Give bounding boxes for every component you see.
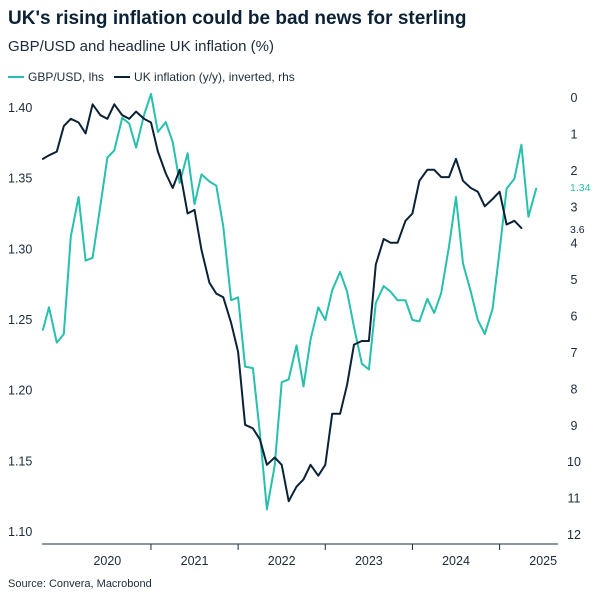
- y-right-tick-label-11: 11: [568, 492, 581, 506]
- legend-label-gbpusd: GBP/USD, lhs: [28, 70, 105, 84]
- chart-subtitle: GBP/USD and headline UK inflation (%): [8, 38, 274, 55]
- x-tick-label-2022: 2022: [268, 554, 296, 568]
- y-right-tick-label-6: 6: [571, 310, 578, 324]
- gbpusd-line: [41, 92, 538, 511]
- legend-swatch-gbpusd: [8, 76, 24, 78]
- x-tick-label-2024: 2024: [442, 554, 470, 568]
- y-left-tick-label-1.35: 1.35: [8, 172, 32, 186]
- series-lines: [41, 92, 538, 511]
- axes-group: 2020 2021 2022 2023 2024 2025 1.10 1.15 1.20 1.25…: [8, 91, 581, 568]
- source-note: Source: Convera, Macrobond: [8, 578, 152, 590]
- y-left-tick-label-1.10: 1.10: [8, 525, 32, 539]
- y-left-tick-label-1.25: 1.25: [8, 313, 32, 327]
- y-right-tick-label-3: 3: [571, 200, 578, 214]
- y-right-tick-label-2: 2: [571, 164, 578, 178]
- y-left-tick-label-1.20: 1.20: [8, 384, 32, 398]
- y-right-tick-label-7: 7: [571, 346, 578, 360]
- inflation-line: [41, 103, 523, 503]
- y-right-tick-label-10: 10: [567, 455, 581, 469]
- legend-swatch-inflation: [114, 76, 131, 78]
- x-tick-label-2020: 2020: [93, 554, 121, 568]
- legend-item-gbpusd: GBP/USD, lhs: [8, 70, 104, 84]
- chart-legend: GBP/USD, lhs UK inflation (y/y), inverte…: [8, 70, 305, 84]
- y-right-tick-label-0: 0: [571, 91, 578, 105]
- gbpusd-end-label: 1.34: [570, 182, 591, 194]
- chart-title: UK's rising inflation could be bad news …: [8, 8, 467, 29]
- y-right-tick-label-1: 1: [571, 127, 578, 141]
- y-right-tick-label-4: 4: [571, 237, 578, 251]
- x-tick-label-2021: 2021: [181, 554, 209, 568]
- inflation-end-label: 3.6: [570, 224, 585, 236]
- legend-item-inflation: UK inflation (y/y), inverted, rhs: [114, 70, 295, 84]
- y-left-tick-label-1.30: 1.30: [8, 242, 32, 256]
- y-left-tick-label-1.15: 1.15: [8, 454, 32, 468]
- y-right-tick-label-8: 8: [571, 382, 578, 396]
- legend-label-inflation: UK inflation (y/y), inverted, rhs: [134, 70, 295, 84]
- y-right-tick-label-12: 12: [567, 528, 581, 542]
- x-tick-label-2025: 2025: [529, 554, 557, 568]
- y-left-tick-label-1.40: 1.40: [8, 101, 32, 115]
- x-tick-label-2023: 2023: [355, 554, 383, 568]
- end-labels: 1.34 3.6: [570, 182, 591, 236]
- y-right-tick-label-9: 9: [571, 419, 578, 433]
- y-right-tick-label-5: 5: [571, 273, 578, 287]
